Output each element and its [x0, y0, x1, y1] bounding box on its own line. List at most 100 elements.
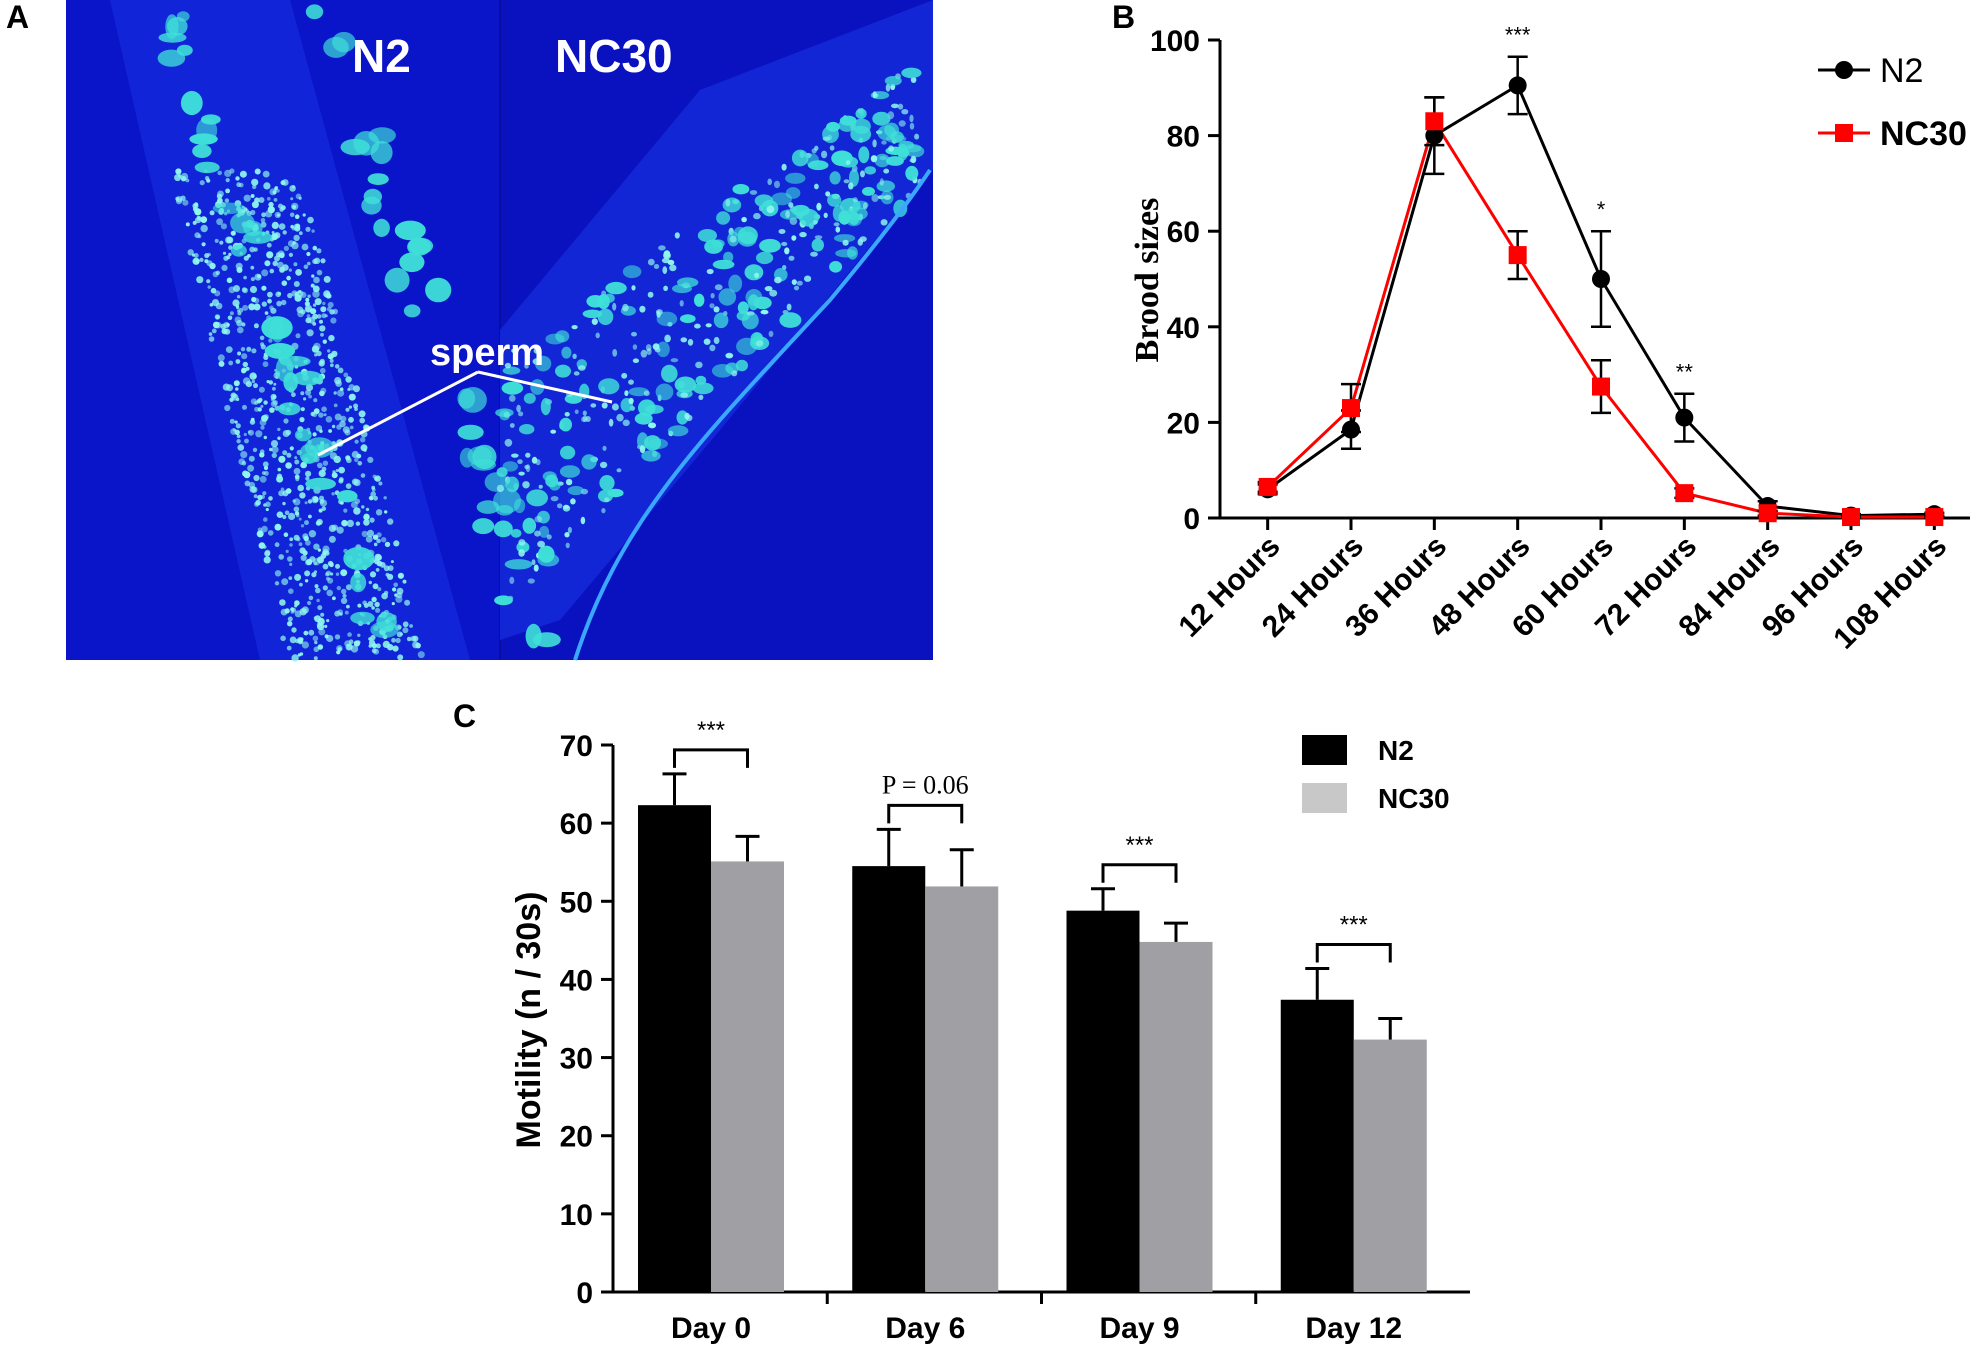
sperm-dot	[240, 347, 246, 352]
sperm-dot	[370, 491, 377, 498]
sperm-dot	[760, 309, 769, 315]
sperm-dot	[316, 598, 320, 603]
sperm-dot	[791, 235, 797, 241]
sperm-dot	[277, 436, 281, 440]
sperm-dot	[843, 179, 850, 184]
nucleus	[194, 161, 220, 174]
sperm-dot	[303, 397, 307, 401]
sperm-dot	[300, 554, 307, 562]
sperm-dot	[371, 648, 377, 654]
sperm-dot	[286, 452, 292, 458]
sperm-dot	[387, 518, 394, 525]
sperm-dot	[263, 556, 271, 564]
sperm-dot	[228, 252, 232, 257]
nucleus	[874, 153, 891, 168]
sperm-dot	[601, 402, 608, 409]
sperm-dot	[334, 377, 342, 385]
nucleus	[542, 471, 557, 482]
sperm-dot	[345, 483, 352, 489]
sperm-dot	[349, 425, 354, 430]
sperm-dot	[319, 499, 328, 507]
sperm-dot	[336, 526, 344, 534]
nucleus	[403, 304, 421, 318]
sperm-dot	[347, 388, 351, 391]
sperm-dot	[237, 351, 242, 356]
sperm-dot	[564, 412, 570, 417]
sperm-dot	[222, 383, 230, 391]
nucleus	[771, 192, 793, 206]
c-y-tick-label: 60	[560, 808, 593, 841]
sperm-dot	[282, 501, 286, 506]
sperm-dot	[680, 392, 689, 398]
sperm-dot	[253, 474, 260, 482]
sperm-dot	[225, 346, 233, 353]
sperm-dot	[395, 637, 401, 644]
sperm-dot	[570, 498, 576, 505]
sperm-dot	[910, 155, 917, 164]
c-y-tick-label: 20	[560, 1121, 593, 1154]
sperm-dot	[277, 261, 284, 269]
sperm-dot	[259, 475, 267, 483]
sperm-dot	[335, 469, 339, 472]
sperm-dot	[391, 637, 396, 643]
nucleus	[695, 375, 707, 385]
nucleus	[343, 546, 375, 571]
sperm-dot	[396, 631, 403, 638]
sperm-dot	[333, 403, 338, 408]
sperm-dot	[216, 218, 224, 226]
sperm-dot	[703, 338, 711, 345]
b-significance: **	[1676, 360, 1694, 385]
sperm-dot	[294, 459, 300, 465]
nucleus	[270, 317, 285, 343]
sperm-dot	[365, 507, 370, 512]
sperm-dot	[395, 595, 403, 603]
sperm-dot	[714, 284, 723, 291]
sperm-dot	[852, 197, 858, 203]
sperm-dot	[312, 245, 318, 251]
sperm-dot	[658, 245, 666, 251]
sperm-dot	[402, 621, 409, 628]
nucleus	[283, 372, 299, 392]
sperm-dot	[289, 212, 295, 218]
sperm-dot	[698, 394, 704, 400]
b-significance: ***	[1505, 23, 1531, 48]
sperm-dot	[888, 145, 894, 152]
nucleus	[667, 425, 689, 437]
c-x-tick-label: Day 9	[1099, 1312, 1179, 1345]
sperm-dot	[187, 249, 194, 256]
nucleus	[628, 387, 649, 397]
sperm-dot	[294, 604, 298, 608]
sperm-dot	[768, 330, 774, 337]
c-y-tick-label: 70	[560, 730, 593, 763]
sperm-dot	[616, 413, 624, 422]
sperm-dot	[316, 269, 323, 276]
c-y-tick-label: 50	[560, 886, 593, 919]
sperm-dot	[307, 600, 312, 606]
sperm-dot	[297, 484, 305, 492]
sperm-dot	[829, 145, 835, 151]
sperm-dot	[353, 507, 361, 515]
sperm-dot	[786, 303, 792, 311]
nucleus	[510, 528, 522, 538]
sperm-dot	[663, 285, 668, 291]
sperm-dot	[524, 464, 530, 470]
nucleus	[502, 366, 521, 375]
nucleus	[494, 595, 513, 606]
sperm-dot	[313, 408, 320, 415]
sperm-dot	[311, 572, 317, 578]
sperm-dot	[334, 610, 341, 617]
sperm-dot	[319, 319, 323, 324]
sperm-dot	[299, 582, 303, 587]
sperm-dot	[862, 202, 868, 210]
sperm-dot	[811, 148, 817, 154]
sperm-dot	[299, 492, 306, 499]
sperm-dot	[396, 587, 404, 595]
sperm-dot	[239, 170, 247, 178]
sperm-dot	[504, 362, 511, 369]
nucleus	[904, 144, 922, 153]
nucleus	[539, 525, 550, 538]
nucleus	[838, 118, 856, 132]
sperm-dot	[409, 624, 413, 628]
sperm-dot	[315, 587, 321, 594]
sperm-dot	[375, 568, 380, 572]
